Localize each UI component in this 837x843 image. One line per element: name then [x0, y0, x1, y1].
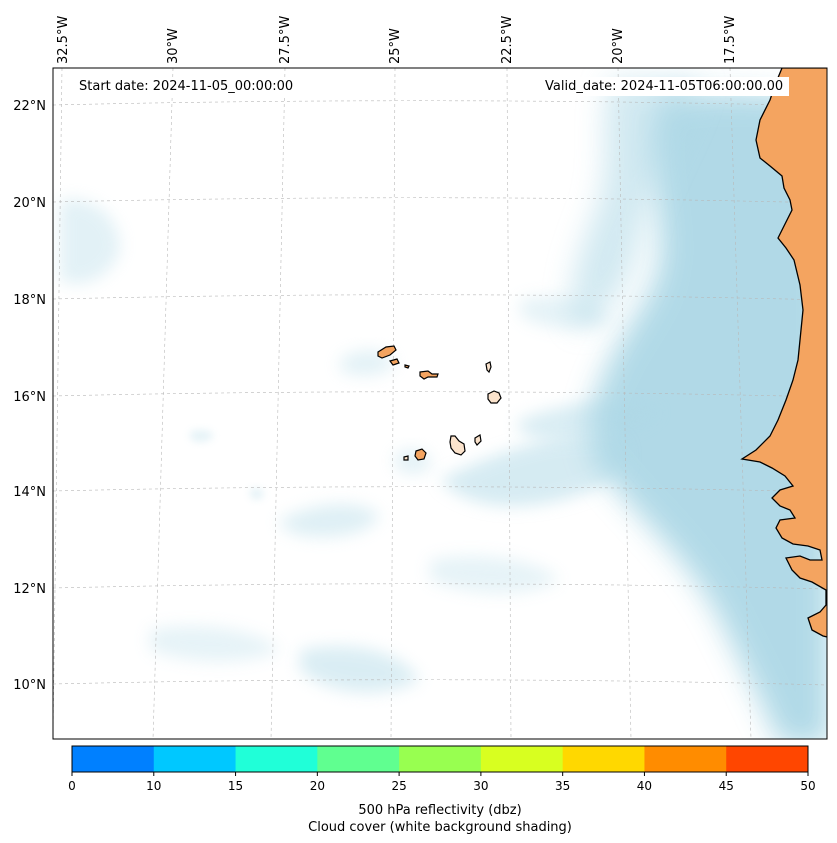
- colorbar-segment: [72, 746, 155, 772]
- colorbar-segment: [153, 746, 237, 772]
- parallel-12N: [53, 583, 827, 590]
- lat-label: 16°N: [13, 390, 46, 405]
- colorbar-frame: [71, 745, 809, 773]
- island-sal: [485, 361, 492, 374]
- cloud-streak: [440, 437, 626, 506]
- colorbar-tick-label: 35: [555, 779, 570, 793]
- colorbar-tick-label: 10: [146, 779, 161, 793]
- meridian-20W: [617, 68, 632, 739]
- island-maio: [474, 434, 482, 446]
- colorbar-tick-label: 0: [68, 779, 76, 793]
- parallel-16N: [53, 391, 827, 398]
- graticule: [53, 68, 827, 739]
- lon-label: 25°W: [388, 28, 403, 64]
- colorbar-tick-label: 25: [391, 779, 406, 793]
- colorbar-tick-label: 30: [473, 779, 488, 793]
- colorbar-tick-label: 20: [310, 779, 325, 793]
- lat-label: 14°N: [13, 485, 46, 500]
- map-frame: [52, 67, 828, 740]
- cloud-streak: [520, 296, 610, 330]
- cloud-band-northeast: [571, 80, 700, 330]
- cloud-band-east: [589, 92, 827, 739]
- parallel-20N: [53, 197, 827, 204]
- colorbar-ticks: 0 10 15 20 25 30 35 40 45 50: [68, 772, 816, 793]
- colorbar-tick-label: 15: [228, 779, 243, 793]
- meridian-17-5W: [729, 68, 752, 739]
- colorbar-tick-label: 50: [800, 779, 815, 793]
- colorbar-segment: [480, 746, 564, 772]
- island-sao-vicente: [388, 358, 400, 366]
- cloud-streak: [60, 199, 120, 284]
- colorbar: 0 10 15 20 25 30 35 40 45 50 500 hPa reflectivity…: [68, 745, 816, 835]
- parallel-10N: [53, 679, 827, 686]
- island-sao-nicolau: [419, 370, 439, 380]
- colorbar-segment: [399, 746, 482, 772]
- cape-verde-islands: [377, 345, 502, 461]
- island-fogo: [414, 448, 427, 461]
- meridian-25W: [390, 68, 396, 739]
- colorbar-tick-label: 40: [637, 779, 652, 793]
- colorbar-segment: [644, 746, 727, 772]
- cloud-streak: [250, 488, 264, 500]
- colorbar-tick-label: 45: [719, 779, 734, 793]
- african-coast-land: [740, 68, 827, 638]
- start-date-label: Start date: 2024-11-05_00:00:00: [73, 77, 300, 96]
- meridian-27-5W: [270, 68, 286, 739]
- lat-label: 12°N: [13, 582, 46, 597]
- island-santo-antao: [377, 345, 397, 359]
- colorbar-segments: [72, 746, 809, 772]
- valid-date-label: Valid_date: 2024-11-05T06:00:00.00: [539, 77, 790, 96]
- colorbar-label: 500 hPa reflectivity (dbz): [358, 803, 521, 818]
- lat-label: 22°N: [13, 99, 46, 114]
- cloud-cover: [60, 80, 827, 739]
- colorbar-sublabel: Cloud cover (white background shading): [308, 820, 572, 835]
- colorbar-segment: [317, 746, 400, 772]
- cloud-streak: [300, 646, 420, 693]
- island-boa-vista: [487, 390, 502, 404]
- cloud-streak: [150, 626, 280, 662]
- lat-label: 18°N: [13, 293, 46, 308]
- lon-label: 22.5°W: [500, 16, 515, 64]
- lon-label: 27.5°W: [278, 16, 293, 64]
- lat-label: 10°N: [13, 678, 46, 693]
- island-santa-luzia: [404, 364, 410, 369]
- cloud-streak: [279, 504, 380, 537]
- cloud-streak: [190, 429, 214, 443]
- parallel-18N: [53, 294, 827, 301]
- colorbar-segment: [726, 746, 809, 772]
- meridian-22-5W: [506, 68, 512, 739]
- island-brava: [403, 455, 409, 461]
- lon-label: 32.5°W: [56, 16, 71, 64]
- parallel-22N: [53, 100, 827, 107]
- colorbar-segment: [235, 746, 318, 772]
- island-santiago: [449, 435, 466, 456]
- lon-label: 17.5°W: [723, 16, 738, 64]
- latitude-labels: 22°N 20°N 18°N 16°N 14°N 12°N 10°N: [13, 99, 46, 693]
- meridian-30W: [152, 68, 174, 739]
- map-panel: [53, 68, 827, 739]
- meridian-32-5W: [53, 68, 63, 739]
- colorbar-segment: [562, 746, 645, 772]
- lat-label: 20°N: [13, 196, 46, 211]
- longitude-labels: 32.5°W 30°W 27.5°W 25°W 22.5°W 20°W 17.5…: [56, 16, 738, 64]
- lon-label: 30°W: [166, 28, 181, 64]
- parallel-14N: [53, 486, 827, 493]
- lon-label: 20°W: [611, 28, 626, 64]
